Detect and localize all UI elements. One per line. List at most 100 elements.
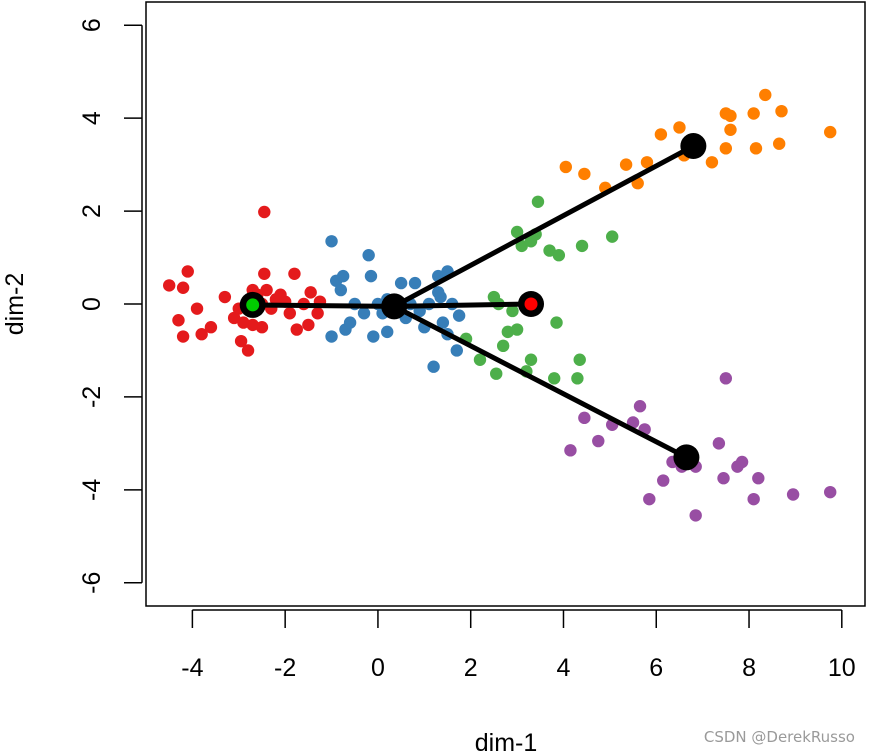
point-red bbox=[204, 321, 218, 334]
point-orange bbox=[749, 142, 763, 155]
point-orange bbox=[759, 88, 772, 102]
point-red bbox=[260, 283, 273, 297]
trajectory-edge bbox=[391, 143, 696, 309]
point-green bbox=[552, 249, 566, 262]
trajectory-node-start-marker bbox=[246, 298, 260, 312]
trajectory-edge bbox=[250, 302, 397, 309]
x-axis-title: dim-1 bbox=[475, 729, 538, 754]
point-blue bbox=[450, 344, 463, 357]
trajectory-node-orange-center bbox=[680, 133, 707, 160]
point-blue bbox=[325, 235, 338, 248]
x-tick-label: 2 bbox=[464, 654, 478, 682]
point-blue bbox=[362, 249, 375, 262]
point-red bbox=[258, 205, 271, 219]
x-tick-label: -4 bbox=[181, 654, 203, 682]
point-green bbox=[496, 339, 510, 353]
point-orange bbox=[654, 128, 668, 141]
point-purple bbox=[657, 474, 670, 487]
point-red bbox=[304, 286, 317, 299]
point-red bbox=[290, 323, 303, 336]
point-red bbox=[172, 314, 185, 327]
point-green bbox=[501, 325, 515, 339]
point-green bbox=[573, 353, 586, 366]
point-blue bbox=[427, 360, 440, 373]
point-orange bbox=[775, 104, 788, 118]
point-purple bbox=[592, 434, 605, 448]
y-axis: -6 -4 -2 0 2 4 6 bbox=[78, 18, 143, 594]
point-purple bbox=[735, 455, 749, 469]
point-red bbox=[227, 311, 241, 325]
point-red bbox=[258, 267, 271, 280]
trajectory-layer bbox=[239, 133, 707, 471]
point-red bbox=[218, 290, 232, 304]
points-layer bbox=[162, 88, 837, 522]
x-tick-label: 0 bbox=[371, 654, 385, 682]
y-tick-label: 0 bbox=[78, 297, 106, 311]
point-orange bbox=[772, 137, 786, 150]
point-red bbox=[302, 318, 315, 332]
point-blue bbox=[334, 283, 348, 297]
point-purple bbox=[717, 472, 730, 485]
point-purple bbox=[712, 437, 726, 450]
point-purple bbox=[786, 488, 800, 501]
point-orange bbox=[724, 109, 737, 123]
point-green bbox=[510, 225, 524, 239]
point-green bbox=[571, 372, 584, 385]
point-purple bbox=[578, 411, 591, 425]
point-purple bbox=[689, 509, 702, 522]
point-red bbox=[176, 330, 190, 343]
point-green bbox=[473, 353, 487, 366]
point-red bbox=[246, 318, 259, 332]
point-green bbox=[575, 239, 589, 253]
point-blue bbox=[432, 286, 445, 299]
point-green bbox=[531, 195, 545, 208]
point-orange bbox=[705, 156, 719, 169]
x-tick-label: 4 bbox=[557, 654, 571, 682]
point-purple bbox=[752, 472, 765, 485]
point-blue bbox=[343, 316, 357, 329]
point-orange bbox=[719, 142, 733, 155]
point-red bbox=[255, 321, 269, 334]
point-purple bbox=[747, 492, 760, 506]
trajectory-node-root bbox=[381, 293, 408, 320]
point-red bbox=[311, 307, 324, 320]
point-purple bbox=[824, 485, 837, 499]
point-green bbox=[605, 230, 619, 243]
point-red bbox=[288, 267, 301, 280]
point-blue bbox=[394, 276, 408, 290]
point-purple bbox=[643, 492, 656, 506]
point-red bbox=[181, 265, 194, 278]
point-purple bbox=[564, 444, 577, 457]
point-blue bbox=[325, 330, 338, 343]
trajectory-edge bbox=[391, 303, 689, 460]
point-red bbox=[176, 281, 190, 294]
y-tick-label: 2 bbox=[78, 204, 106, 218]
point-purple bbox=[633, 400, 647, 413]
x-tick-label: 8 bbox=[742, 654, 756, 682]
point-orange bbox=[619, 158, 633, 171]
point-green bbox=[550, 316, 563, 329]
x-tick-label: -2 bbox=[274, 654, 296, 682]
point-blue bbox=[381, 325, 394, 339]
point-blue bbox=[452, 309, 466, 322]
point-green bbox=[524, 353, 538, 366]
y-tick-label: 6 bbox=[78, 18, 106, 32]
point-red bbox=[195, 328, 208, 341]
trajectory-edge bbox=[391, 301, 534, 309]
point-red bbox=[234, 334, 248, 348]
point-purple bbox=[719, 372, 733, 385]
x-axis: -4 -2 0 2 4 6 8 10 bbox=[181, 609, 856, 682]
y-tick-label: -4 bbox=[78, 479, 106, 501]
y-tick-label: 4 bbox=[78, 111, 106, 125]
point-blue bbox=[336, 269, 350, 283]
x-tick-label: 10 bbox=[828, 654, 856, 682]
point-green bbox=[506, 304, 519, 318]
y-tick-label: -6 bbox=[78, 572, 106, 594]
point-green bbox=[548, 372, 561, 385]
point-orange bbox=[673, 121, 686, 134]
trajectory-node-end-marker bbox=[524, 297, 538, 311]
point-blue bbox=[364, 269, 378, 283]
watermark: CSDN @DerekRusso bbox=[703, 728, 855, 746]
x-tick-label: 6 bbox=[649, 654, 663, 682]
